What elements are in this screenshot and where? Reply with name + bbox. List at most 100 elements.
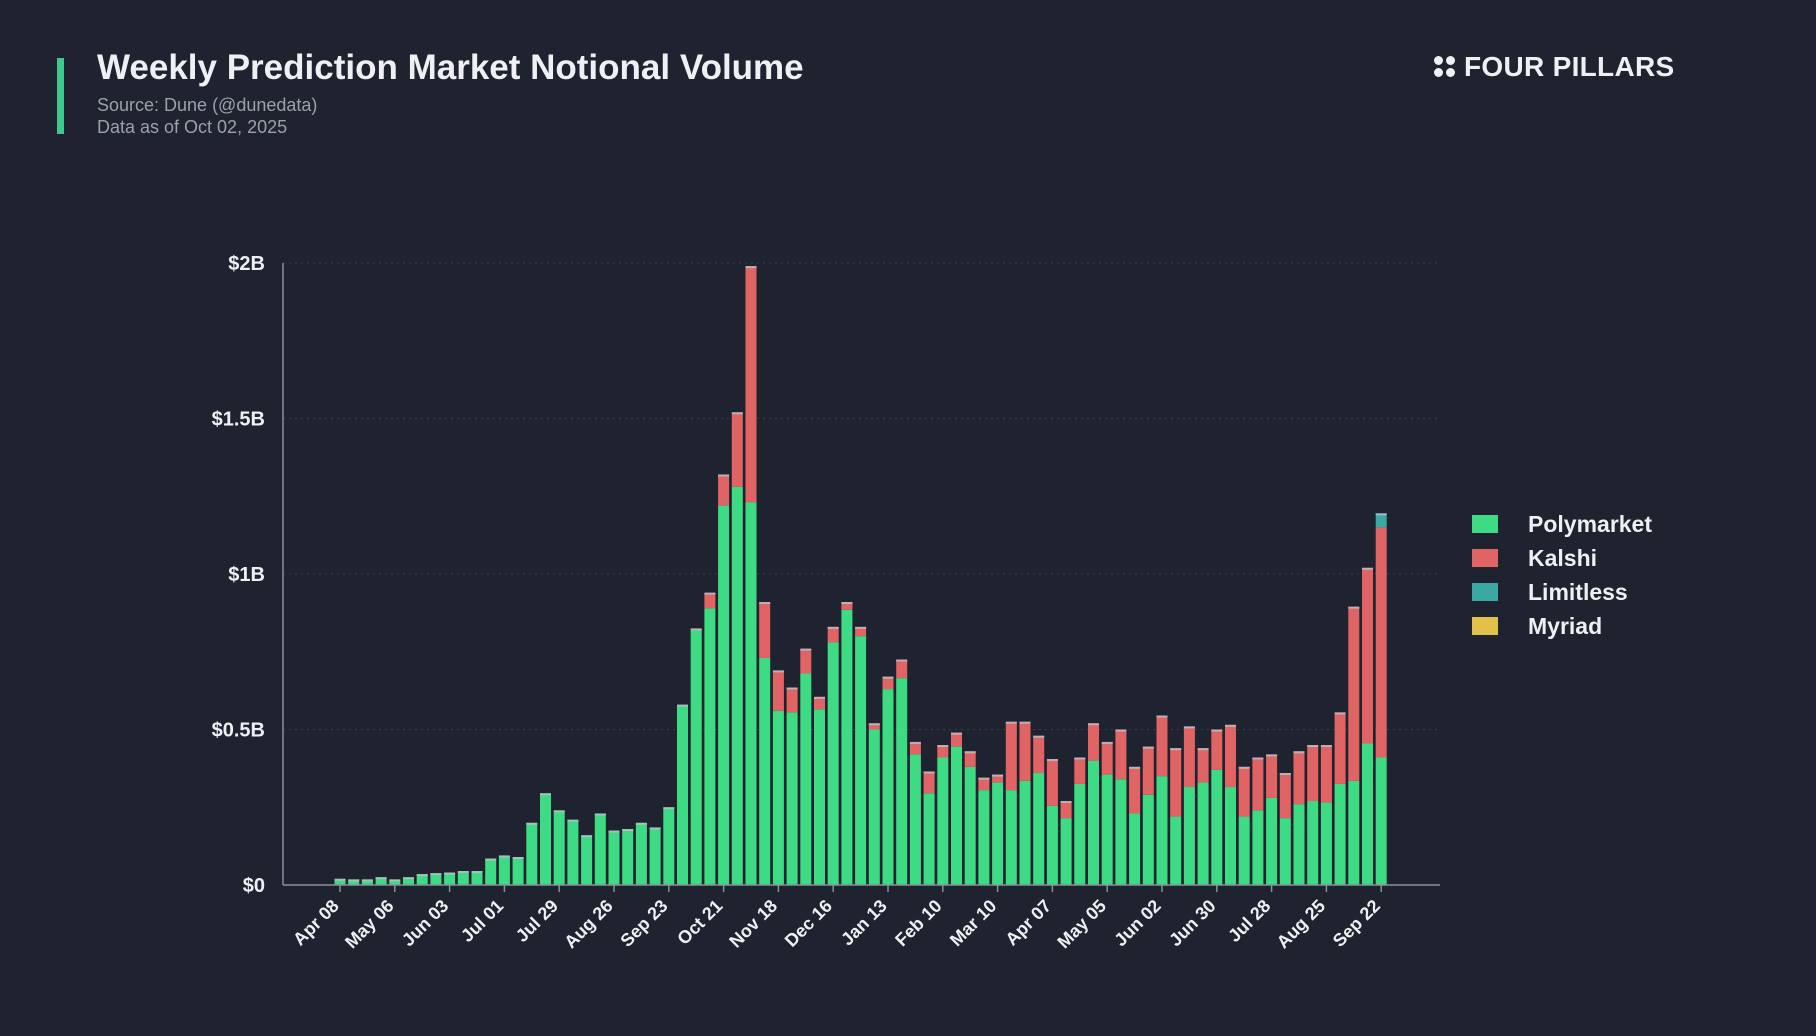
- bar-cap: [1307, 745, 1319, 748]
- bar-cap: [896, 659, 908, 662]
- bar-kalshi: [1101, 741, 1113, 775]
- bar-polymarket: [677, 704, 688, 885]
- bar-polymarket: [540, 793, 551, 885]
- bar-polymarket: [1362, 743, 1373, 885]
- source-note: Source: Dune (@dunedata): [97, 95, 318, 115]
- legend-item-kalshi: Kalshi: [1472, 541, 1652, 575]
- x-tick-label: Dec 16: [781, 896, 836, 951]
- bar-kalshi: [1060, 801, 1072, 819]
- bar-cap: [868, 723, 880, 726]
- bar-polymarket: [868, 729, 880, 885]
- bar-polymarket: [1046, 805, 1058, 885]
- bar-cap: [1005, 721, 1017, 724]
- bar-kalshi: [1019, 721, 1031, 781]
- x-tick-label: Jun 30: [1165, 896, 1219, 950]
- bar-polymarket: [1115, 779, 1127, 885]
- bar-cap: [882, 676, 894, 679]
- x-tick-label: May 06: [341, 896, 398, 953]
- bar-cap: [457, 871, 469, 874]
- bar-kalshi: [1320, 745, 1332, 803]
- bar-polymarket: [389, 879, 401, 885]
- x-tick-label: Oct 21: [673, 896, 726, 949]
- bar-cap: [553, 810, 565, 813]
- bar-kalshi: [978, 777, 990, 791]
- x-tick-label: Aug 25: [1273, 896, 1330, 953]
- bar-cap: [334, 878, 346, 881]
- bar-kalshi: [1088, 723, 1099, 761]
- bar-cap: [1074, 757, 1086, 760]
- bar-cap: [964, 751, 976, 754]
- bar-kalshi: [1115, 729, 1127, 780]
- bar-kalshi: [1252, 757, 1264, 811]
- x-tick-label: Jul 29: [512, 896, 562, 946]
- bar-polymarket: [622, 829, 634, 885]
- bar-polymarket: [403, 877, 414, 885]
- bar-cap: [403, 877, 414, 880]
- y-tick-label: $0: [243, 875, 265, 897]
- x-tick-label: Jun 03: [398, 896, 452, 950]
- bar-kalshi: [1129, 766, 1141, 814]
- bar-cap: [526, 822, 538, 825]
- x-tick-label: May 05: [1053, 896, 1110, 953]
- bar-kalshi: [1156, 715, 1168, 777]
- bar-polymarket: [1279, 818, 1291, 885]
- bar-cap: [718, 474, 730, 477]
- bar-polymarket: [841, 609, 853, 885]
- chart-subtitle: Source: Dune (@dunedata) Data as of Oct …: [97, 94, 317, 138]
- bar-cap: [1348, 606, 1360, 609]
- bar-polymarket: [1348, 780, 1360, 885]
- brand-logo: FOUR PILLARS: [1434, 51, 1674, 83]
- bar-polymarket: [553, 810, 565, 885]
- legend-swatch: [1472, 583, 1498, 601]
- bar-kalshi: [1293, 751, 1305, 805]
- bar-cap: [498, 855, 510, 858]
- bar-cap: [444, 872, 456, 875]
- bar-kalshi: [951, 732, 962, 747]
- bar-kalshi: [937, 745, 949, 758]
- bar-cap: [512, 857, 524, 860]
- bar-cap: [690, 628, 702, 631]
- bar-polymarket: [992, 782, 1004, 885]
- bar-polymarket: [731, 486, 743, 885]
- bar-cap: [635, 822, 647, 825]
- bar-kalshi: [731, 412, 743, 487]
- bar-kalshi: [992, 774, 1004, 783]
- bar-cap: [375, 877, 387, 880]
- bar-polymarket: [800, 673, 812, 885]
- bar-polymarket: [745, 502, 757, 885]
- bar-cap: [1252, 757, 1264, 760]
- bar-polymarket: [704, 608, 716, 885]
- bar-cap: [608, 830, 620, 833]
- bar-kalshi: [909, 741, 921, 755]
- bar-polymarket: [444, 872, 456, 885]
- bar-polymarket: [348, 879, 360, 885]
- bar-polymarket: [375, 877, 387, 885]
- bar-limitless: [1375, 513, 1387, 528]
- legend-item-polymarket: Polymarket: [1472, 507, 1652, 541]
- bar-cap: [992, 774, 1004, 777]
- bar-cap: [1142, 746, 1154, 749]
- bar-kalshi: [1279, 773, 1291, 819]
- bar-polymarket: [1074, 783, 1086, 885]
- brand-name: FOUR PILLARS: [1464, 51, 1675, 82]
- bar-polymarket: [786, 712, 798, 885]
- x-tick-label: Mar 10: [946, 896, 1000, 950]
- bar-cap: [1156, 715, 1168, 718]
- x-tick-label: Nov 18: [725, 896, 781, 952]
- bar-cap: [937, 745, 949, 748]
- bar-polymarket: [1156, 776, 1168, 885]
- legend-swatch: [1472, 515, 1498, 533]
- x-tick-label: Sep 23: [616, 896, 671, 951]
- y-tick-label: $0.5B: [212, 720, 265, 742]
- bar-cap: [1033, 735, 1045, 738]
- bar-kalshi: [1142, 746, 1154, 795]
- bar-kalshi: [855, 626, 867, 637]
- bar-cap: [1197, 748, 1209, 751]
- bar-polymarket: [416, 874, 428, 885]
- bar-cap: [759, 601, 771, 604]
- bar-cap: [348, 879, 360, 882]
- y-tick-label: $1.5B: [212, 409, 265, 431]
- bar-cap: [1238, 766, 1250, 769]
- x-tick-label: Apr 07: [1001, 896, 1055, 950]
